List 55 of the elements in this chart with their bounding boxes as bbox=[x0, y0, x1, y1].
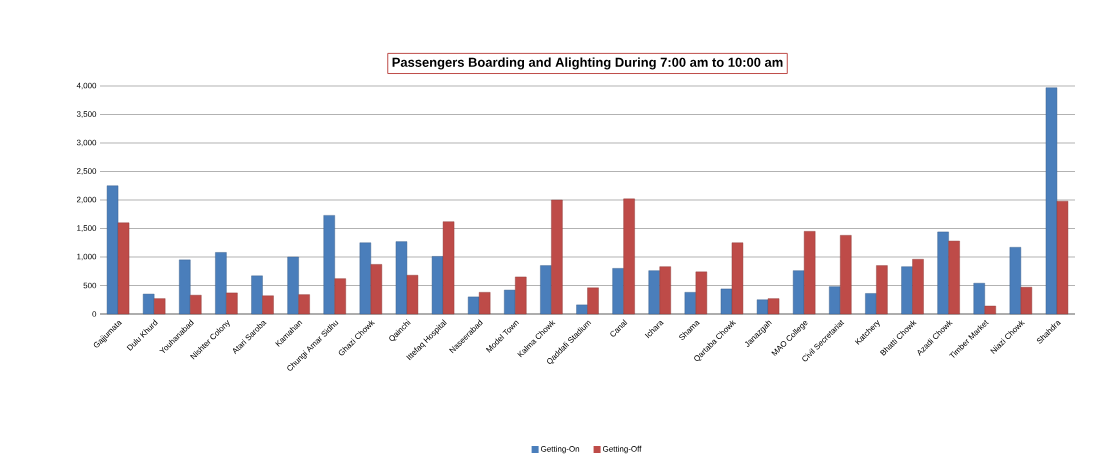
bar bbox=[684, 292, 697, 315]
bar bbox=[1020, 287, 1033, 315]
bar bbox=[576, 304, 588, 315]
bar bbox=[948, 240, 960, 315]
bar bbox=[829, 286, 841, 315]
bar bbox=[287, 256, 299, 315]
bar bbox=[406, 275, 419, 315]
bar bbox=[442, 221, 455, 315]
bar bbox=[334, 278, 346, 315]
bar bbox=[251, 275, 263, 315]
bar bbox=[695, 271, 708, 315]
bar bbox=[792, 270, 805, 315]
bar bbox=[106, 185, 119, 315]
bar bbox=[370, 264, 383, 315]
bar bbox=[731, 242, 744, 315]
bar bbox=[298, 294, 310, 315]
bar bbox=[117, 222, 130, 315]
bar bbox=[467, 296, 480, 315]
bar bbox=[551, 199, 563, 315]
bar bbox=[612, 268, 624, 315]
bar bbox=[840, 235, 852, 315]
bar bbox=[767, 298, 780, 315]
bar bbox=[865, 293, 877, 315]
bar bbox=[659, 266, 671, 315]
bar bbox=[226, 292, 238, 315]
bar bbox=[901, 266, 913, 315]
bar bbox=[142, 293, 155, 315]
bar bbox=[937, 231, 949, 315]
bar bbox=[876, 265, 888, 315]
bar bbox=[215, 252, 227, 315]
bar bbox=[1056, 200, 1069, 315]
bar bbox=[515, 276, 527, 315]
bar bbox=[323, 215, 335, 315]
bar bbox=[720, 288, 733, 315]
bar bbox=[190, 294, 202, 315]
chart-title: Passengers Boarding and Alighting During 7:00 am to 10:00 am bbox=[392, 57, 783, 70]
bar bbox=[587, 287, 599, 315]
bar bbox=[262, 295, 274, 315]
bar bbox=[359, 242, 372, 315]
bar bbox=[648, 270, 660, 315]
bar bbox=[803, 231, 816, 315]
bar bbox=[153, 298, 166, 315]
bar bbox=[504, 289, 516, 315]
bar bbox=[540, 265, 552, 315]
bar bbox=[431, 256, 444, 315]
bar bbox=[478, 292, 491, 315]
bar bbox=[912, 259, 924, 315]
bar bbox=[973, 283, 985, 315]
bar bbox=[1045, 87, 1058, 315]
bar bbox=[395, 241, 408, 315]
bar bbox=[623, 198, 635, 315]
bar bbox=[984, 305, 996, 315]
bar bbox=[756, 299, 769, 315]
bar bbox=[1009, 247, 1022, 315]
bar bbox=[179, 259, 191, 315]
